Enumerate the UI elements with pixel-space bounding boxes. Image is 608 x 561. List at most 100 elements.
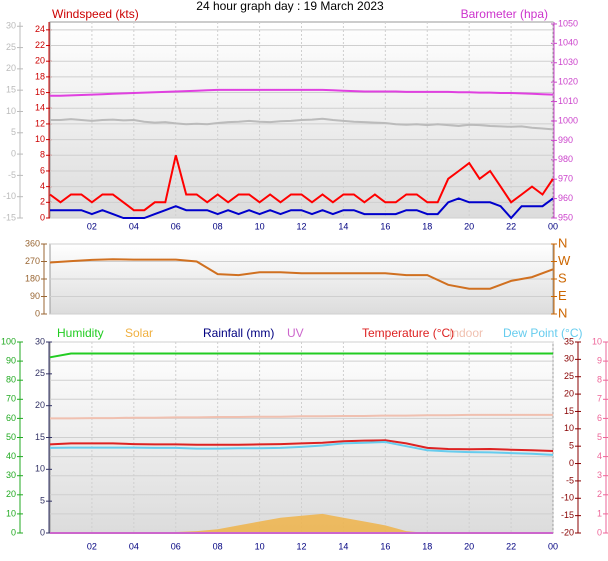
- y2-tick-label: W: [558, 253, 571, 268]
- y3-tick-label: 10: [6, 106, 16, 116]
- y-tick-label: 40: [6, 451, 16, 461]
- x-tick-label: 08: [213, 541, 223, 551]
- y3-tick-label: 5: [40, 496, 45, 506]
- y2-tick-label: 10: [564, 423, 574, 433]
- x-tick-label: 10: [255, 221, 265, 231]
- legend-label: Temperature (°C): [362, 326, 454, 340]
- x-tick-label: 20: [464, 221, 474, 231]
- y-tick-label: 30: [6, 470, 16, 480]
- y3-tick-label: 0: [40, 527, 45, 537]
- y-tick-label: 0: [35, 308, 40, 318]
- y3-tick-label: 30: [35, 336, 45, 346]
- x-tick-label: 02: [87, 541, 97, 551]
- x-tick-label: 14: [338, 541, 348, 551]
- y2-tick-label: -15: [561, 510, 574, 520]
- y4-tick-label: 8: [597, 375, 602, 385]
- chart-title: 24 hour graph day : 19 March 2023: [196, 0, 384, 13]
- y-tick-label: 6: [40, 165, 45, 175]
- y-tick-label: 20: [6, 489, 16, 499]
- y4-tick-label: 2: [597, 489, 602, 499]
- line: [49, 440, 554, 456]
- y-tick-label: 18: [35, 71, 45, 81]
- x-tick-label: 00: [548, 221, 558, 231]
- y-tick-label: 22: [35, 40, 45, 50]
- y4-tick-label: 7: [597, 394, 602, 404]
- y3-tick-label: 0: [11, 148, 16, 158]
- y2-tick-label: 1050: [558, 18, 578, 28]
- x-tick-label: 16: [380, 221, 390, 231]
- y-tick-label: 14: [35, 103, 45, 113]
- y-tick-label: 0: [40, 212, 45, 222]
- y3-tick-label: 30: [6, 21, 16, 31]
- legend-label: Rainfall (mm): [203, 326, 274, 340]
- y3-tick-label: 15: [35, 432, 45, 442]
- y2-tick-label: 1010: [558, 96, 578, 106]
- x-tick-label: 06: [171, 541, 181, 551]
- y2-tick-label: N: [558, 305, 567, 320]
- y-axis-title: Windspeed (kts): [52, 7, 139, 21]
- y-tick-label: 16: [35, 87, 45, 97]
- line: [50, 413, 553, 420]
- y-tick-label: 360: [25, 238, 40, 248]
- y2-tick-label: N: [558, 235, 567, 250]
- y-tick-label: 4: [40, 181, 45, 191]
- x-tick-label: 18: [422, 221, 432, 231]
- y3-tick-label: 20: [35, 400, 45, 410]
- y3-tick-label: -10: [3, 191, 16, 201]
- y2-tick-label: 1020: [558, 77, 578, 87]
- y3-tick-label: 25: [35, 368, 45, 378]
- y2-tick-label: 970: [558, 174, 573, 184]
- y3-tick-label: 20: [6, 63, 16, 73]
- y4-tick-label: 6: [597, 413, 602, 423]
- y2-tick-label: 0: [569, 458, 574, 468]
- y2-tick-label: 980: [558, 154, 573, 164]
- y4-tick-label: 5: [597, 432, 602, 442]
- y-tick-label: 270: [25, 256, 40, 266]
- y-tick-label: 8: [40, 150, 45, 160]
- y-tick-label: 90: [30, 291, 40, 301]
- line: [49, 439, 554, 452]
- y3-tick-label: 5: [11, 127, 16, 137]
- y4-tick-label: 1: [597, 508, 602, 518]
- y4-tick-label: 9: [597, 355, 602, 365]
- y-tick-label: 2: [40, 197, 45, 207]
- y2-tick-label: E: [558, 288, 567, 303]
- x-tick-label: 04: [129, 221, 139, 231]
- y2-tick-label: S: [558, 270, 567, 285]
- y-tick-label: 180: [25, 273, 40, 283]
- y-tick-label: 70: [6, 394, 16, 404]
- y4-tick-label: 3: [597, 470, 602, 480]
- line: [49, 258, 554, 290]
- y2-tick-label: 25: [564, 371, 574, 381]
- y2-tick-label: -10: [561, 493, 574, 503]
- y-tick-label: 60: [6, 413, 16, 423]
- legend-label: Humidity: [57, 326, 104, 340]
- y2-tick-label: 30: [564, 354, 574, 364]
- legend-label: UV: [287, 326, 304, 340]
- y2-tick-label: 35: [564, 336, 574, 346]
- y-tick-label: 12: [35, 118, 45, 128]
- legend-label: Indoor: [449, 326, 483, 340]
- y2-tick-label: 960: [558, 193, 573, 203]
- y3-tick-label: 15: [6, 85, 16, 95]
- line: [50, 197, 554, 220]
- x-tick-label: 00: [548, 541, 558, 551]
- y4-tick-label: 0: [597, 527, 602, 537]
- y-tick-label: 0: [11, 527, 16, 537]
- y-tick-label: 10: [6, 508, 16, 518]
- y2-tick-label: -5: [566, 475, 574, 485]
- y2-tick-label: 990: [558, 135, 573, 145]
- x-tick-label: 22: [506, 541, 516, 551]
- y2-tick-label: 1040: [558, 38, 578, 48]
- y-tick-label: 20: [35, 56, 45, 66]
- y4-tick-label: 10: [592, 336, 602, 346]
- y2-tick-label: -20: [561, 527, 574, 537]
- y2-axis-title: Barometer (hpa): [461, 7, 548, 21]
- x-tick-label: 20: [464, 541, 474, 551]
- x-tick-label: 12: [296, 541, 306, 551]
- y-tick-label: 100: [1, 336, 16, 346]
- y-tick-label: 24: [35, 24, 45, 34]
- line: [50, 88, 554, 97]
- area: [50, 513, 553, 533]
